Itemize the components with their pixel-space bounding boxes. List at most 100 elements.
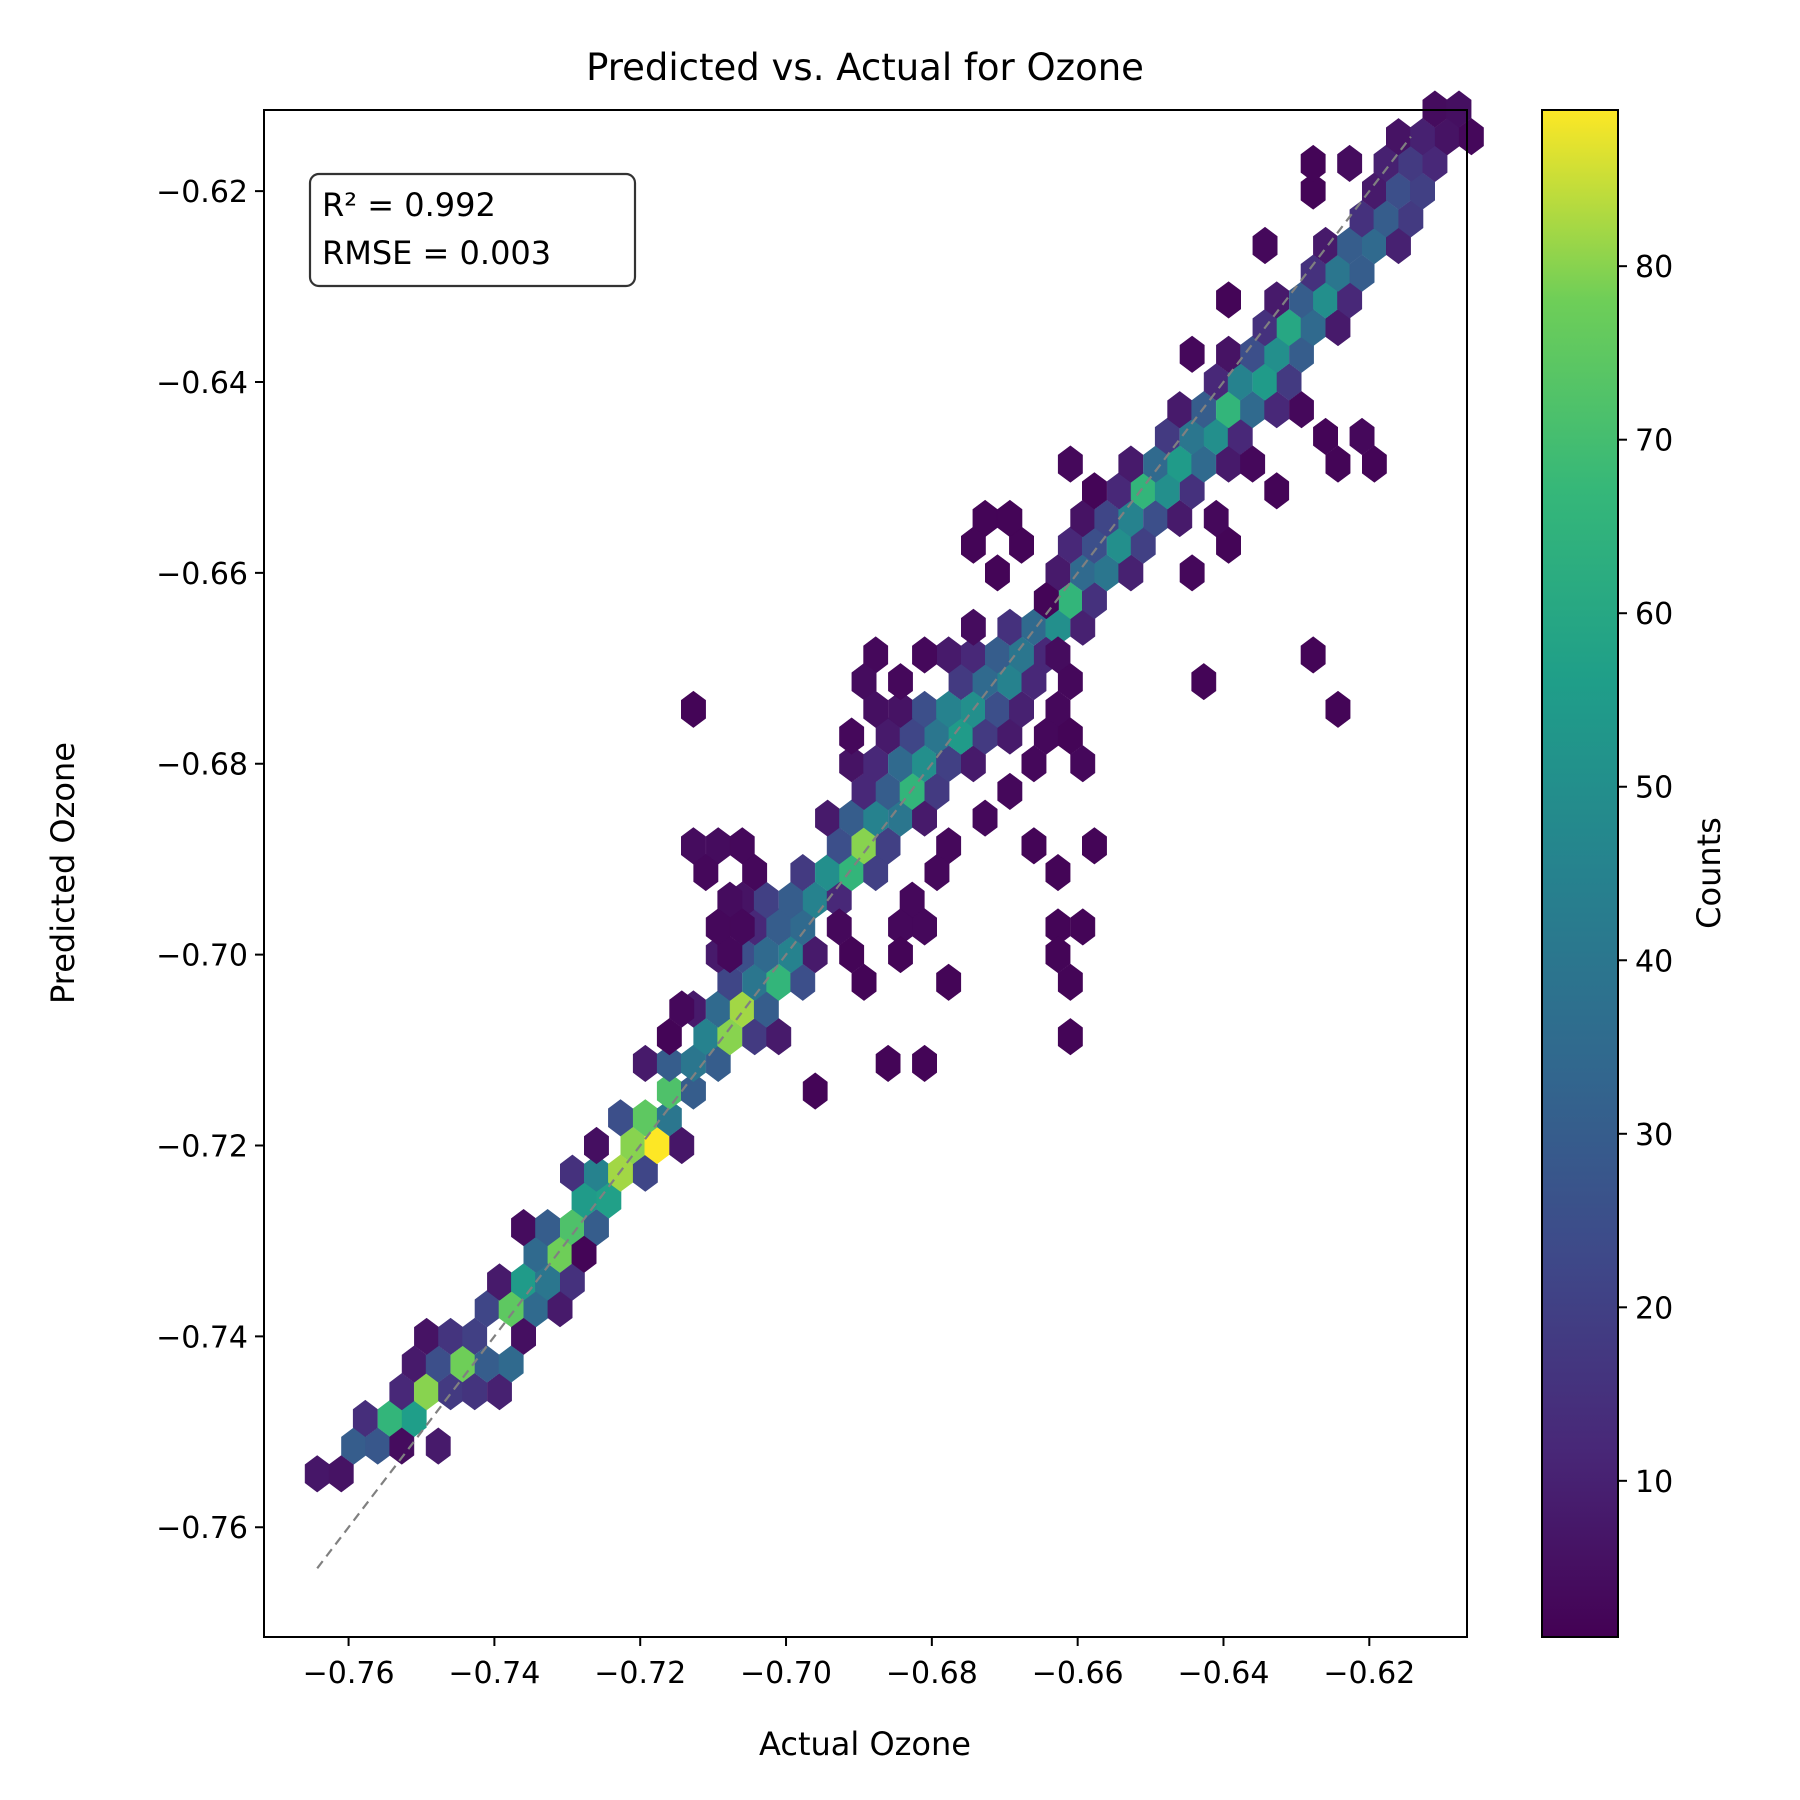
x-tick-label: −0.68 [886, 1656, 978, 1691]
hex-bin [1191, 663, 1217, 701]
hex-bin [924, 772, 950, 810]
y-axis-title: Predicted Ozone [44, 742, 82, 1004]
colorbar-tick-label: 60 [1635, 597, 1673, 632]
hex-bin [632, 1154, 658, 1192]
y-tick-label: −0.76 [156, 1511, 248, 1546]
hex-bin [1410, 118, 1435, 156]
hex-bin [389, 1427, 415, 1465]
hex-bin [984, 554, 1010, 592]
plot-frame [263, 109, 1468, 1638]
hex-bin [389, 1373, 415, 1411]
hex-bin [912, 636, 938, 674]
y-tick-label: −0.66 [156, 557, 248, 592]
hex-bin [1300, 172, 1326, 210]
hex-bin [680, 690, 706, 728]
colorbar: 10 20 30 40 50 60 70 80 Counts [1541, 109, 1728, 1638]
hex-bin [888, 663, 913, 701]
y-tick-label: −0.68 [156, 748, 248, 783]
hex-bin [790, 854, 816, 892]
hex-bin [717, 936, 743, 974]
hex-bin [1398, 200, 1424, 238]
hex-layer [304, 90, 1484, 1493]
stats-annotation: R² = 0.992 RMSE = 0.003 [308, 172, 637, 288]
hex-bin [1289, 391, 1314, 429]
y-tick-label: −0.70 [156, 939, 248, 974]
x-tick-label: −0.76 [303, 1656, 395, 1691]
hex-bin [802, 1072, 828, 1110]
hex-bin [608, 1099, 634, 1137]
hex-bin [1373, 200, 1399, 238]
hex-bin [839, 717, 865, 755]
hex-bin [535, 1263, 561, 1301]
hex-bin [1033, 582, 1059, 620]
x-tick-label: −0.72 [594, 1656, 686, 1691]
x-tick-label: −0.66 [1032, 1656, 1124, 1691]
hex-bin [729, 908, 755, 946]
hex-bin [1045, 936, 1071, 974]
x-tick-label: −0.74 [448, 1656, 540, 1691]
x-tick-label: −0.64 [1178, 1656, 1270, 1691]
hex-bin [352, 1399, 378, 1437]
hex-bin [328, 1455, 354, 1493]
y-tick-label: −0.72 [156, 1129, 248, 1164]
hex-bin [753, 881, 779, 919]
hex-bin [972, 799, 998, 837]
hex-bin [1240, 445, 1266, 483]
hex-bin [960, 745, 986, 783]
hex-bin [1264, 472, 1290, 510]
colorbar-tick-label: 20 [1635, 1291, 1673, 1326]
hex-bin [936, 963, 962, 1001]
hex-bin [462, 1317, 488, 1355]
colorbar-tick-label: 40 [1635, 944, 1673, 979]
hex-bin [997, 499, 1023, 538]
hex-bin [1300, 636, 1326, 674]
hex-bin [717, 963, 743, 1001]
hex-bin [1410, 172, 1435, 210]
hex-bin [1179, 335, 1205, 373]
hex-bin [511, 1317, 537, 1355]
hex-bin [1009, 690, 1034, 728]
hex-bin [875, 1044, 901, 1082]
hex-bin [1325, 690, 1351, 728]
hex-bin [790, 963, 816, 1001]
hex-bin [559, 1263, 585, 1301]
hex-bin [960, 608, 986, 646]
hex-bin [1118, 445, 1144, 483]
hex-bin [1191, 445, 1217, 483]
hex-bin [1203, 499, 1229, 538]
hex-bin [802, 936, 828, 974]
hex-bin [644, 1126, 670, 1165]
hex-bin [1300, 309, 1326, 347]
hex-bin [1082, 582, 1107, 620]
colorbar-label: Counts [1690, 817, 1728, 929]
hex-bin [1349, 254, 1375, 292]
hex-bin [693, 854, 719, 892]
hex-bin [656, 1018, 682, 1056]
hex-bin [608, 1154, 634, 1192]
hex-bin [1082, 472, 1107, 510]
colorbar-tick-label: 30 [1635, 1118, 1673, 1153]
reference-line [316, 136, 1412, 1569]
hex-bin [863, 745, 889, 783]
x-tick-label: −0.70 [740, 1656, 832, 1691]
hex-bin [766, 1018, 792, 1056]
colorbar-gradient [1541, 109, 1619, 1638]
colorbar-tick-label: 10 [1635, 1465, 1673, 1500]
hex-bin [1082, 827, 1107, 865]
hex-bin [851, 963, 877, 1001]
y-tick-label: −0.74 [156, 1320, 248, 1355]
colorbar-tick-label: 50 [1635, 771, 1673, 806]
hex-bin [863, 690, 889, 728]
hex-bin [304, 1455, 330, 1493]
hex-bin [1057, 445, 1083, 483]
hex-bin [535, 1209, 561, 1247]
hex-bin [1045, 854, 1071, 892]
hex-bin [826, 908, 852, 946]
hex-bin [753, 936, 779, 974]
hex-bin [912, 1044, 938, 1082]
hex-bin [1362, 445, 1387, 483]
x-axis: −0.76 −0.74 −0.72 −0.70 −0.68 −0.66 −0.64 −0.62 [303, 1637, 1415, 1691]
hex-bin [669, 990, 695, 1028]
hex-bin [656, 1099, 682, 1137]
